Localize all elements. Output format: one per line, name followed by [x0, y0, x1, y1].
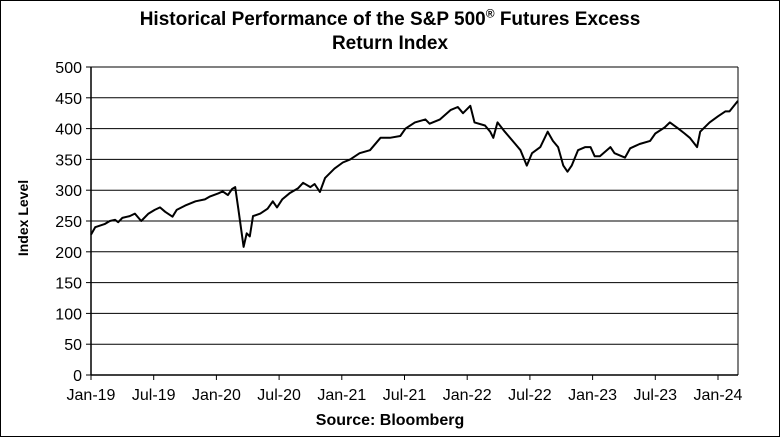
x-tick-label: Jan-21 — [317, 387, 366, 404]
title-main: Historical Performance of the S&P 500 — [139, 9, 486, 30]
y-tick-label: 150 — [55, 276, 82, 293]
x-tick-label: Jan-20 — [192, 387, 241, 404]
y-tick-label: 50 — [64, 337, 82, 354]
x-tick-label: Jan-23 — [568, 387, 617, 404]
x-tick-label: Jul-22 — [508, 387, 552, 404]
y-axis-label: Index Level — [15, 179, 31, 257]
y-tick-label: 450 — [55, 91, 82, 108]
x-tick-label: Jul-21 — [383, 387, 427, 404]
title-line2: Return Index — [331, 33, 449, 54]
y-tick-label: 400 — [55, 122, 82, 139]
y-tick-label: 500 — [55, 60, 82, 77]
y-tick-label: 0 — [73, 368, 82, 385]
series-line-index — [90, 100, 739, 248]
y-tick-label: 200 — [55, 245, 82, 262]
x-axis-label-source: Source: Bloomberg — [315, 412, 465, 429]
x-tick-label: Jul-23 — [634, 387, 678, 404]
x-tick-label: Jul-19 — [132, 387, 176, 404]
x-tick-label: Jul-20 — [257, 387, 301, 404]
x-tick-label: Jan-22 — [443, 387, 492, 404]
title-end: Futures Excess — [494, 9, 641, 30]
x-tick-label: Jan-19 — [67, 387, 116, 404]
y-tick-label: 350 — [55, 152, 82, 169]
x-tick-label: Jan-24 — [694, 387, 743, 404]
y-tick-label: 300 — [55, 183, 82, 200]
y-tick-label: 100 — [55, 306, 82, 323]
y-tick-label: 250 — [55, 214, 82, 231]
chart-title: Historical Performance of the S&P 500® F… — [0, 8, 780, 56]
registered-mark: ® — [485, 6, 495, 21]
